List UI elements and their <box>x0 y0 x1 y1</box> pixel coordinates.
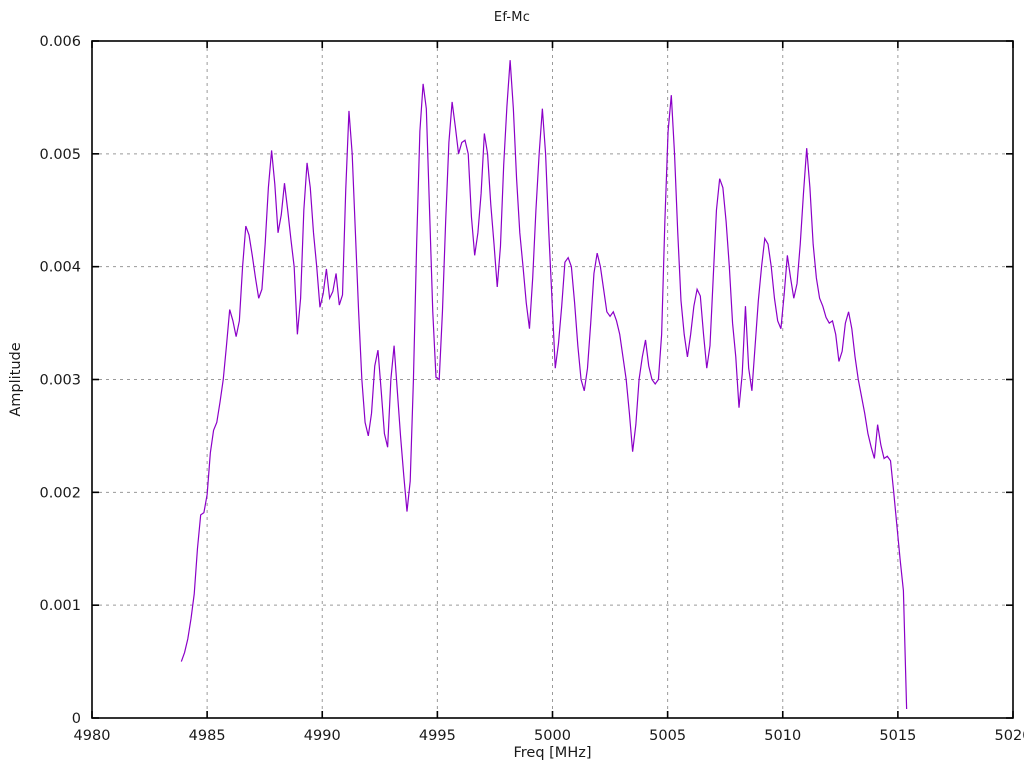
axis-ticks <box>91 40 1014 719</box>
ytick-label: 0.006 <box>39 34 81 50</box>
xtick-label: 4995 <box>419 728 456 744</box>
axis-tick-labels: 0 0.001 0.002 0.003 0.004 0.005 0.006 4980 4985 4… <box>39 34 1024 744</box>
ytick-label: 0.005 <box>39 147 81 163</box>
ytick-label: 0.002 <box>39 485 81 501</box>
xtick-label: 4985 <box>189 728 226 744</box>
xtick-label: 5010 <box>764 728 801 744</box>
xaxis-title: Freq [MHz] <box>513 745 591 761</box>
ytick-label: 0.004 <box>39 260 81 276</box>
xtick-label: 4990 <box>304 728 341 744</box>
ytick-label: 0.001 <box>39 598 81 614</box>
series-line <box>180 60 908 709</box>
xtick-label: 5020 <box>995 728 1024 744</box>
chart-title: Ef-Mc <box>493 10 531 25</box>
ytick-label: 0.003 <box>39 373 81 389</box>
ytick-label: 0 <box>72 711 81 727</box>
axis-titles: Freq [MHz] Amplitude <box>8 342 592 761</box>
xtick-label: 5000 <box>534 728 571 744</box>
data-series <box>180 60 908 709</box>
xtick-label: 4980 <box>74 728 111 744</box>
yaxis-title: Amplitude <box>8 342 24 416</box>
gridlines <box>92 41 1013 718</box>
xtick-label: 5005 <box>649 728 686 744</box>
xtick-label: 5015 <box>879 728 916 744</box>
